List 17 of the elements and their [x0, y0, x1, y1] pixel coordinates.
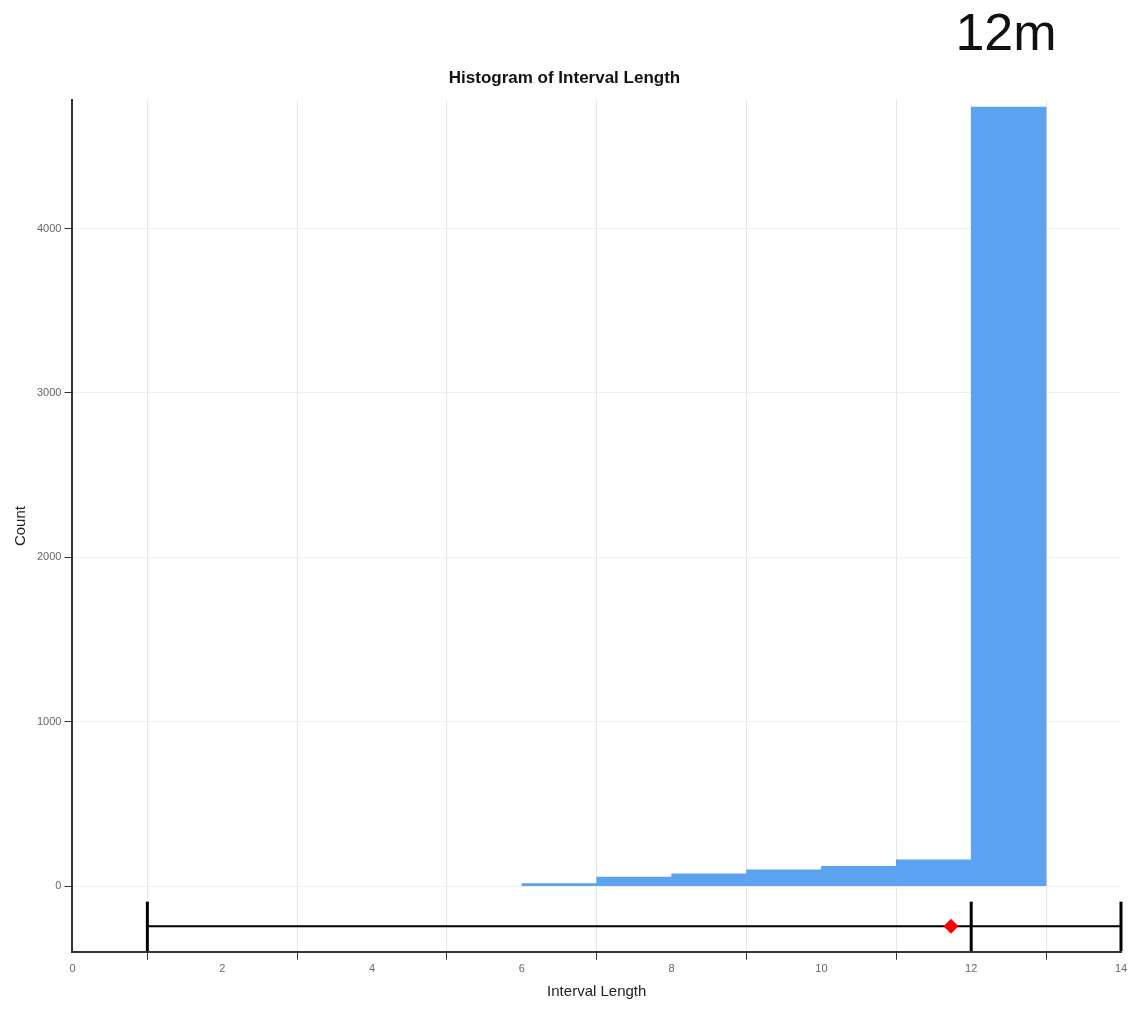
text: 12m — [955, 3, 1057, 62]
chart-title: Histogram of Interval Length — [448, 67, 681, 87]
y-axis-title: Count — [11, 505, 29, 547]
x-tick-label: 8 — [668, 962, 675, 975]
x-tick-label: 4 — [368, 962, 376, 975]
x-tick-label: 10 — [815, 962, 828, 975]
x-tick-label: 14 — [1114, 962, 1128, 975]
y-tick-label: 0 — [55, 879, 62, 892]
y-tick-label: 1000 — [36, 714, 62, 727]
y-tick-label: 2000 — [36, 550, 62, 563]
y-tick-label: 4000 — [36, 221, 62, 234]
x-tick-label: 12 — [965, 962, 978, 975]
x-axis-title: Interval Length — [547, 982, 647, 1000]
x-tick-label: 6 — [518, 962, 525, 975]
x-tick-label: 0 — [69, 962, 76, 975]
y-tick-label: 3000 — [36, 386, 62, 398]
x-tick-label: 2 — [219, 962, 226, 975]
